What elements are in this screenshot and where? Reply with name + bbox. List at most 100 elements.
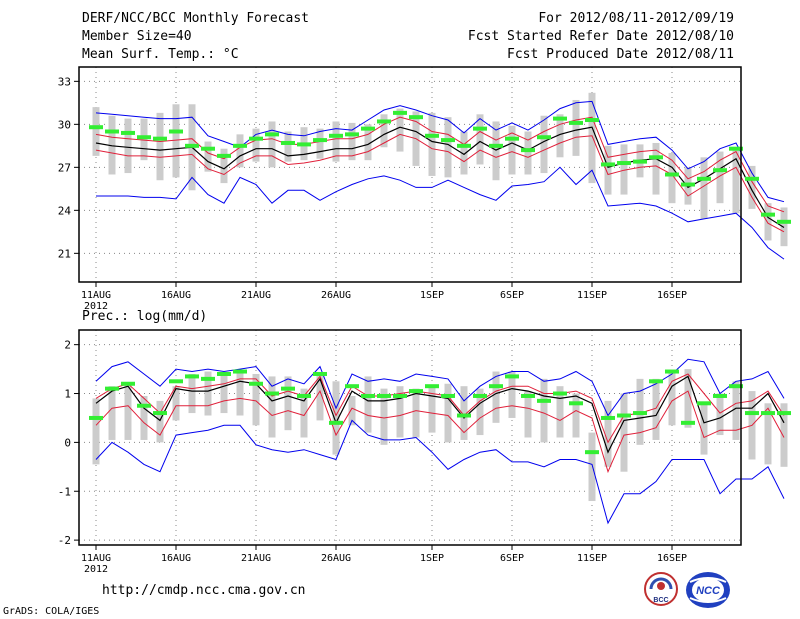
- temp-ensemble-mean-mark: [601, 162, 615, 167]
- prec-spread-box: [668, 371, 676, 426]
- prec-ensemble-mean-mark: [777, 411, 791, 416]
- temp-ytick-label: 30: [58, 118, 71, 131]
- member-size: Member Size=40: [82, 29, 192, 44]
- chart-title: DERF/NCC/BCC Monthly Forecast: [82, 11, 309, 26]
- prec-ensemble-mean-mark: [313, 371, 327, 376]
- temp-ensemble-mean-mark: [137, 135, 151, 140]
- prec-ensemble-mean-mark: [281, 386, 295, 391]
- temp-spread-box: [156, 112, 164, 181]
- temp-spread-box: [268, 121, 276, 168]
- temp-ensemble-mean-mark: [505, 136, 519, 141]
- temp-spread-box: [332, 121, 340, 162]
- temp-spread-box: [92, 107, 100, 156]
- prec-ensemble-mean-mark: [649, 379, 663, 384]
- prec-ensemble-mean-mark: [537, 398, 551, 403]
- temp-ensemble-mean-mark: [153, 136, 167, 141]
- temp-max-line: [95, 100, 785, 203]
- prec-ensemble-mean-mark: [585, 450, 599, 455]
- prec-spread-box: [492, 371, 500, 423]
- prec-spread-box: [364, 376, 372, 433]
- prec-spread-box: [764, 403, 772, 465]
- prec-ensemble-mean-mark: [409, 389, 423, 394]
- prec-spread-box: [300, 388, 308, 438]
- temp-ensemble-mean-mark: [617, 161, 631, 166]
- temp-spread-box: [492, 121, 500, 181]
- prec-spread-box: [540, 378, 548, 443]
- prec-ensemble-mean-mark: [489, 384, 503, 389]
- temp-ytick-label: 27: [58, 161, 71, 174]
- prec-ensemble-mean-mark: [233, 369, 247, 374]
- prec-ensemble-mean-mark: [329, 420, 343, 425]
- prec-spread-box: [444, 383, 452, 443]
- temp-spread-box: [236, 134, 244, 168]
- prec-ensemble-mean-mark: [185, 374, 199, 379]
- temp-spread-box: [124, 118, 132, 174]
- prec-ensemble-mean-mark: [457, 413, 471, 418]
- temp-ensemble-mean-mark: [649, 155, 663, 160]
- temp-spread-box: [108, 115, 116, 175]
- temp-xtick-label: 21AUG: [241, 290, 271, 301]
- prec-xtick-label: 21AUG: [241, 553, 271, 564]
- temp-ensemble-mean-mark: [521, 148, 535, 153]
- prec-ensemble-mean-mark: [713, 393, 727, 398]
- prec-xtick-label: 6SEP: [500, 553, 524, 564]
- prec-spread-box: [524, 391, 532, 438]
- temp-ensemble-mean-mark: [233, 143, 247, 148]
- temp-ytick-label: 33: [58, 75, 71, 88]
- temp-spread-box: [364, 124, 372, 161]
- prec-ensemble-mean-mark: [601, 415, 615, 420]
- prec-ensemble-mean-mark: [137, 403, 151, 408]
- prec-spread-box: [684, 369, 692, 428]
- prec-ensemble-mean-mark: [377, 393, 391, 398]
- temp-xtick-label: 16AUG: [161, 290, 191, 301]
- prec-ensemble-mean-mark: [745, 411, 759, 416]
- temp-spread-box: [524, 131, 532, 175]
- prec-spread-box: [396, 386, 404, 438]
- temp-spread-box: [140, 118, 148, 161]
- temp-spread-box: [252, 128, 260, 162]
- temp-ensemble-mean-mark: [585, 118, 599, 123]
- temp-spread-box: [476, 114, 484, 165]
- temp-spread-box: [732, 148, 740, 214]
- temp-ensemble-mean-mark: [377, 119, 391, 124]
- ncc-logo: NCC: [684, 570, 732, 610]
- prec-spread-box: [652, 378, 660, 440]
- prec-median-line: [95, 375, 785, 454]
- temp-spread-box: [748, 165, 756, 209]
- temp-spread-box: [700, 157, 708, 219]
- temp-ensemble-mean-mark: [441, 138, 455, 143]
- temp-upper-quartile-line: [95, 116, 785, 213]
- temp-ensemble-mean-mark: [313, 138, 327, 143]
- temp-plot-frame: [78, 66, 742, 283]
- temp-ensemble-mean-mark: [185, 143, 199, 148]
- prec-ensemble-mean-mark: [345, 384, 359, 389]
- prec-xtick-label: 11SEP: [577, 553, 607, 564]
- temp-ensemble-mean-mark: [249, 136, 263, 141]
- temp-spread-box: [380, 114, 388, 148]
- temp-spread-box: [540, 115, 548, 174]
- prec-spread-box: [172, 386, 180, 421]
- prec-ensemble-mean-mark: [569, 401, 583, 406]
- prec-spread-box: [140, 395, 148, 440]
- prec-max-line: [95, 358, 785, 417]
- prec-ensemble-mean-mark: [729, 384, 743, 389]
- prec-spread-box: [284, 376, 292, 431]
- prec-spread-box: [268, 376, 276, 438]
- temp-spread-box: [508, 125, 516, 175]
- prec-ensemble-mean-mark: [361, 393, 375, 398]
- prec-spread-box: [380, 388, 388, 445]
- prec-spread-box: [556, 386, 564, 438]
- prec-plot-frame: [78, 329, 742, 546]
- temp-spread-box: [284, 131, 292, 162]
- forecast-start-date: Fcst Started Refer Date 2012/08/10: [467, 29, 734, 44]
- prec-ensemble-mean-mark: [249, 381, 263, 386]
- prec-spread-box: [508, 371, 516, 418]
- temp-spread-box: [604, 145, 612, 195]
- temp-spread-box: [460, 131, 468, 175]
- temp-ytick-label: 21: [58, 247, 71, 260]
- prec-ensemble-mean-mark: [441, 393, 455, 398]
- prec-ensemble-mean-mark: [153, 411, 167, 416]
- source-url[interactable]: http://cmdp.ncc.cma.gov.cn: [102, 583, 306, 598]
- prec-ytick-label: -1: [58, 485, 71, 498]
- temp-spread-box: [444, 117, 452, 178]
